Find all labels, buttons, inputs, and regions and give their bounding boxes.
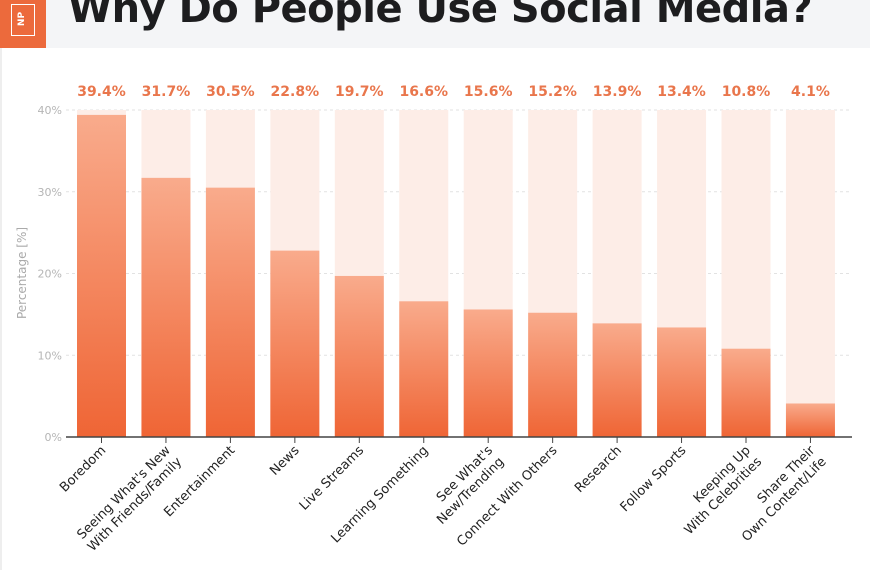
x-tick-label: Research — [572, 443, 625, 496]
x-tick-label: Boredom — [57, 443, 109, 495]
data-label: 31.7% — [142, 84, 191, 100]
x-tick-label: Follow Sports — [618, 443, 690, 515]
x-tick-label-line: Boredom — [57, 443, 109, 495]
y-tick-label: 20% — [38, 268, 62, 281]
chart-title: Why Do People Use Social Media? — [68, 0, 813, 32]
data-label: 16.6% — [399, 84, 448, 100]
y-axis-label: Percentage [%] — [15, 227, 29, 319]
x-tick-label-line: News — [267, 443, 303, 479]
bar — [77, 114, 126, 437]
bar — [528, 312, 578, 437]
data-label: 13.9% — [593, 84, 642, 100]
y-tick-label: 0% — [45, 431, 62, 444]
bar — [334, 275, 384, 437]
y-tick-label: 30% — [38, 186, 62, 199]
data-label: 30.5% — [206, 84, 255, 100]
bar — [463, 309, 513, 437]
logo: NP — [0, 0, 46, 48]
y-tick-label: 40% — [38, 104, 62, 117]
bar — [785, 403, 835, 437]
x-tick-label: News — [267, 443, 303, 479]
data-label: 13.4% — [657, 84, 706, 100]
data-label: 10.8% — [722, 84, 771, 100]
bar — [721, 348, 771, 437]
bar — [141, 177, 191, 438]
bar — [399, 301, 449, 437]
x-tick-label-line: Live Streams — [297, 443, 368, 514]
y-tick-label: 10% — [38, 349, 62, 362]
x-tick-label: Live Streams — [297, 443, 368, 514]
bar-track — [785, 110, 835, 437]
data-label: 39.4% — [77, 84, 126, 100]
data-label: 4.1% — [791, 84, 830, 100]
bar — [205, 187, 255, 437]
bar — [657, 327, 707, 437]
header-band: NP Why Do People Use Social Media? — [0, 0, 870, 48]
x-tick-label-line: Research — [572, 443, 625, 496]
bar — [270, 250, 320, 437]
data-label: 22.8% — [271, 84, 320, 100]
data-label: 15.6% — [464, 84, 513, 100]
data-label: 15.2% — [528, 84, 577, 100]
bar — [592, 323, 642, 437]
x-tick-label-line: Follow Sports — [618, 443, 690, 515]
divider — [0, 48, 2, 570]
data-label: 19.7% — [335, 84, 384, 100]
